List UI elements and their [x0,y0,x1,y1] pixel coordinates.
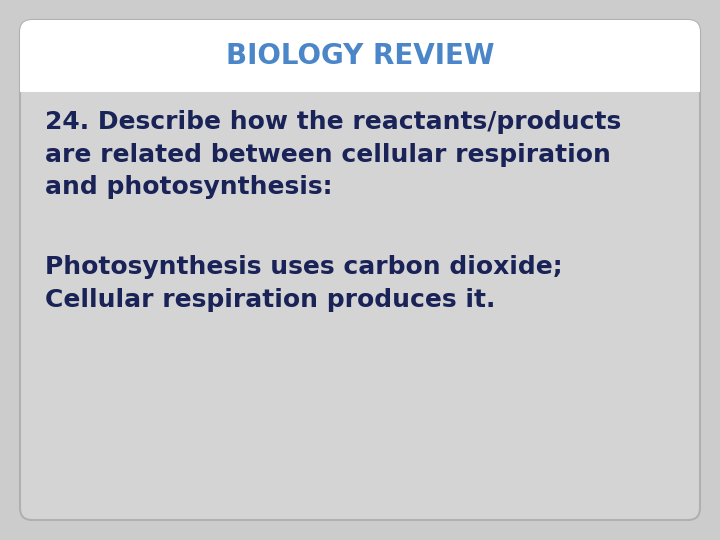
FancyBboxPatch shape [20,20,700,92]
Text: Photosynthesis uses carbon dioxide;
Cellular respiration produces it.: Photosynthesis uses carbon dioxide; Cell… [45,255,562,312]
FancyBboxPatch shape [20,20,700,520]
Text: BIOLOGY REVIEW: BIOLOGY REVIEW [226,42,494,70]
Text: 24. Describe how the reactants/products
are related between cellular respiration: 24. Describe how the reactants/products … [45,110,621,199]
Bar [20,56,700,92]
